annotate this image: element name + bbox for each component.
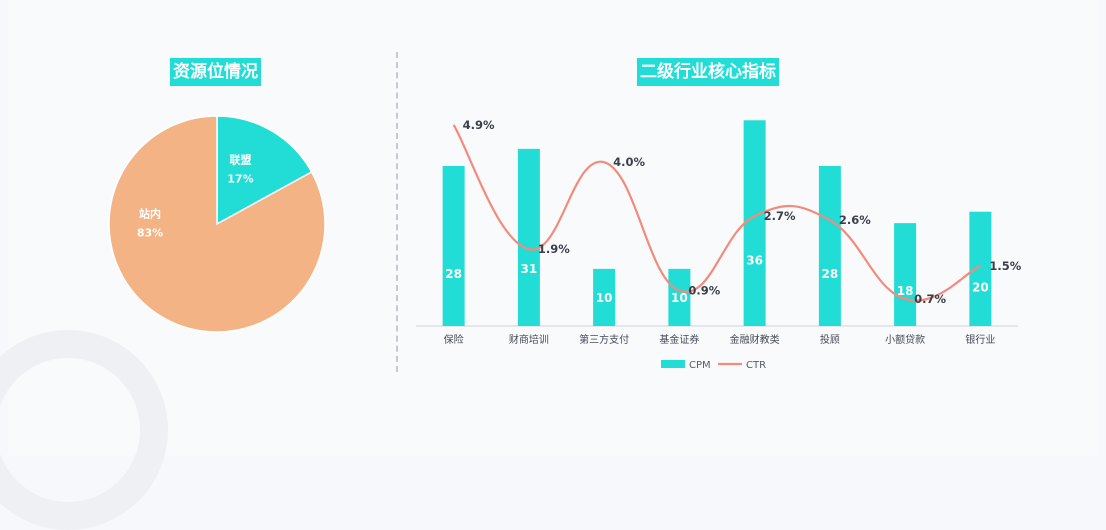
pie-slice (108, 115, 326, 333)
x-tick-label: 银行业 (965, 333, 995, 346)
cpm-bar (969, 211, 992, 326)
x-tick-label: 金融财教类 (730, 333, 780, 346)
cpm-data-label: 28 (445, 267, 462, 281)
ctr-data-label: 1.9% (538, 242, 570, 256)
legend-cpm-label: CPM (689, 360, 711, 371)
legend-cpm-swatch (661, 360, 685, 368)
cpm-bar (442, 166, 465, 326)
charts-canvas: 联盟 17% 站内 83% 28 保险 31 财商培训 10 第三方支付 10 基金证券 36 金融财教类… (108, 115, 1022, 371)
cpm-bar (517, 148, 540, 326)
x-tick-label: 第三方支付 (579, 333, 629, 346)
pie-slice-value-label: 17% (227, 172, 253, 185)
cpm-data-label: 31 (521, 262, 538, 276)
pie-slice (216, 115, 313, 226)
ctr-data-label: 2.7% (764, 209, 796, 223)
cpm-data-label: 10 (596, 291, 613, 305)
ctr-data-label: 1.5% (989, 259, 1021, 273)
ctr-data-label: 0.9% (688, 284, 720, 298)
ctr-data-label: 0.7% (914, 292, 946, 306)
ctr-data-label: 2.6% (839, 213, 871, 227)
cpm-data-label: 28 (822, 267, 839, 281)
pie-chart-title: 资源位情况 (170, 58, 261, 86)
section-divider (396, 52, 398, 372)
cpm-data-label: 10 (671, 291, 688, 305)
pie-slice-label: 站内 (139, 207, 161, 221)
ctr-line (452, 124, 981, 302)
ctr-data-label: 4.0% (613, 155, 645, 169)
pie-slice-value-label: 83% (137, 227, 163, 240)
pie-slice-label: 联盟 (229, 152, 251, 166)
x-tick-label: 财商培训 (509, 333, 549, 346)
ctr-data-label: 4.9% (463, 118, 495, 132)
cpm-bar (818, 166, 841, 326)
cpm-data-label: 20 (972, 281, 989, 295)
x-tick-label: 小额贷款 (885, 333, 925, 346)
legend-ctr-label: CTR (746, 360, 766, 371)
cpm-bar (593, 268, 616, 326)
cpm-bar (894, 223, 917, 326)
cpm-data-label: 18 (897, 284, 914, 298)
x-tick-label: 投顾 (820, 333, 840, 346)
x-tick-label: 基金证券 (659, 333, 699, 346)
bar-chart-title: 二级行业核心指标 (637, 58, 779, 86)
cpm-data-label: 36 (746, 253, 763, 267)
cpm-bar (668, 268, 691, 326)
cpm-bar (743, 120, 766, 327)
x-tick-label: 保险 (444, 333, 464, 346)
